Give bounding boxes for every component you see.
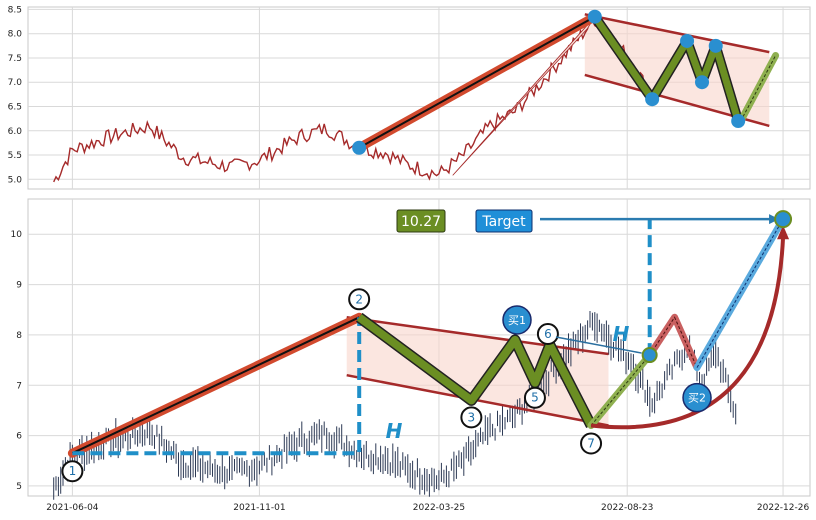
- buy-point-circle-1: [682, 382, 712, 413]
- upper-y-tick-label-1: 5.5: [8, 151, 22, 161]
- upper-y-tick-label-3: 6.5: [8, 102, 22, 112]
- upper-y-tick-label-6: 8.0: [8, 30, 23, 40]
- upper-y-tick-label-0: 5.0: [8, 175, 23, 185]
- lower-content: 1 2 3 5 6 7 买1 买2: [53, 210, 793, 500]
- upper-marker-2: [645, 92, 660, 107]
- upper-marker-0: [352, 140, 367, 155]
- upper-marker-1: [587, 9, 602, 24]
- height-line-left: [72, 317, 362, 456]
- upper-y-ticks: 5.0 5.5 6.0 6.5 7.0 7.5 8.0 8.5: [8, 5, 23, 185]
- upper-y-tick-label-5: 7.5: [8, 54, 22, 64]
- buy-point-label-1: 买2: [688, 392, 706, 405]
- pullback-inner: [649, 316, 698, 368]
- lower-y-tick-label-3: 8: [16, 331, 22, 341]
- point-label-6: 6: [544, 327, 552, 341]
- height-label-right: H: [613, 322, 630, 346]
- target-box-bg: [475, 209, 533, 233]
- x-tick-label-2: 2022-03-25: [413, 503, 465, 513]
- target-path-inner: [696, 218, 784, 368]
- lower-zigzag: [356, 314, 595, 428]
- point-circle-3: [460, 406, 483, 429]
- upper-channel-top: [584, 13, 770, 54]
- x-tick-label-4: 2022-12-26: [757, 503, 810, 513]
- lower-y-tick-label-5: 10: [11, 230, 23, 240]
- upper-content: [53, 9, 780, 183]
- upper-trend-line-inner: [358, 15, 596, 149]
- upper-marker-3: [680, 33, 695, 48]
- buy-point-label-0: 买1: [508, 314, 526, 327]
- target-box: Target: [475, 209, 533, 233]
- lower-trend-line-inner: [71, 316, 360, 455]
- point-label-5: 5: [531, 391, 539, 405]
- lower-y-ticks: 5 6 7 8 9 10: [11, 230, 23, 492]
- lower-y-tick-label-4: 9: [16, 281, 22, 291]
- point-circle-1: [61, 460, 84, 483]
- upper-channel-fill: [584, 14, 770, 126]
- x-tick-label-3: 2022-08-23: [601, 503, 653, 513]
- point-circle-7: [580, 432, 603, 455]
- price-value: 10.27: [401, 214, 441, 230]
- upper-panel: 5.0 5.5 6.0 6.5 7.0 7.5 8.0 8.5: [8, 5, 811, 190]
- point-circle-2: [348, 288, 371, 311]
- upper-y-tick-label-4: 7.0: [8, 78, 23, 88]
- upper-y-tick-label-7: 8.5: [8, 5, 22, 15]
- lower-channel-top: [346, 316, 609, 356]
- point-label-1: 1: [69, 464, 77, 478]
- breakout-inner: [590, 354, 651, 426]
- upper-marker-4: [695, 75, 710, 90]
- lower-y-tick-label-0: 5: [16, 482, 22, 492]
- upper-zigzag: [591, 14, 742, 123]
- x-tick-label-1: 2021-11-01: [233, 503, 285, 513]
- height-label-left: H: [386, 419, 403, 443]
- point-label-2: 2: [355, 292, 363, 306]
- target-curve-head: [777, 225, 790, 240]
- point6-connector: [555, 336, 642, 354]
- target-curve: [590, 237, 786, 430]
- buy-point-circle-0: [502, 305, 532, 335]
- point-circle-6: [536, 322, 559, 345]
- upper-marker-5: [708, 38, 723, 53]
- target-label: Target: [481, 214, 526, 230]
- point-label-7: 7: [587, 437, 595, 451]
- upper-y-tick-label-2: 6.0: [8, 127, 23, 137]
- x-tick-label-0: 2021-06-04: [46, 503, 99, 513]
- breakout-point: [641, 347, 658, 364]
- point-circle-5: [523, 386, 546, 409]
- lower-y-tick-label-1: 6: [16, 432, 22, 442]
- upper-projection-inner: [740, 55, 777, 122]
- price-box-bg: [396, 209, 446, 233]
- price-box: 10.27: [396, 209, 446, 233]
- point-label-3: 3: [468, 410, 476, 424]
- target-point: [774, 210, 793, 229]
- lower-y-tick-label-2: 7: [16, 381, 22, 391]
- upper-marker-6: [731, 114, 746, 129]
- lower-x-ticks: 2021-06-04 2021-11-01 2022-03-25 2022-08-23…: [46, 503, 809, 513]
